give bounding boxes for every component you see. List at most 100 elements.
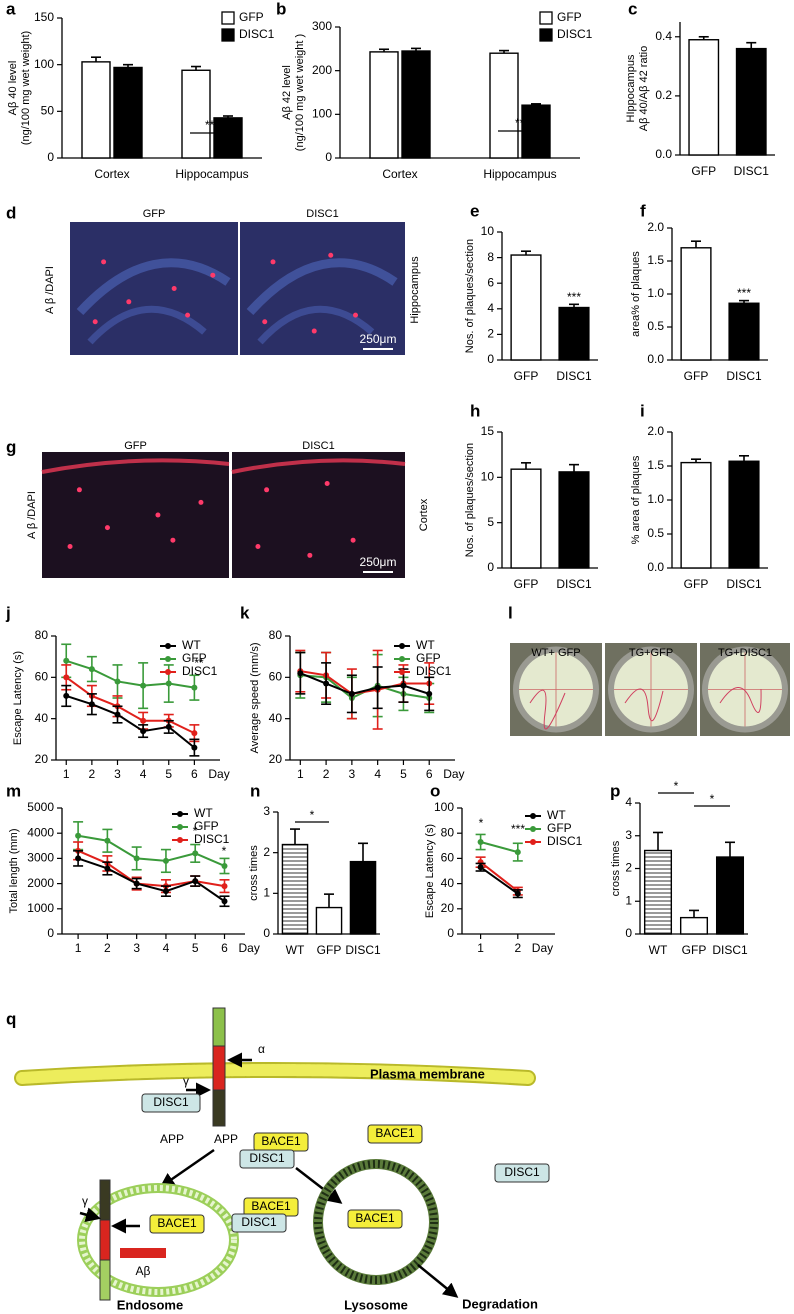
y-tick-label: 15 xyxy=(481,424,495,438)
x-tick-label: 3 xyxy=(133,941,140,955)
x-tick-label: 2 xyxy=(89,767,96,781)
legend-marker xyxy=(165,656,171,662)
y-axis-label: HIppocampus xyxy=(625,54,637,122)
y-tick-label: 50 xyxy=(41,104,55,118)
y-tick-label: 80 xyxy=(35,628,49,642)
disc1-box xyxy=(231,1213,287,1233)
x-tick-label: DISC1 xyxy=(556,369,592,383)
y-tick-label: 0.0 xyxy=(655,147,672,161)
y-tick-label: 0.0 xyxy=(647,560,664,574)
tissue-structure xyxy=(246,258,398,316)
point xyxy=(162,857,169,864)
bar xyxy=(643,849,673,935)
y-tick-label: 60 xyxy=(269,670,283,684)
significance: *** xyxy=(205,118,219,132)
panel-letter: m xyxy=(6,781,21,800)
y-tick-label: 0.4 xyxy=(655,29,672,43)
y-tick-label: 5000 xyxy=(27,800,54,814)
micrograph xyxy=(42,452,229,578)
legend-marker xyxy=(165,669,171,675)
y-tick-label: 10 xyxy=(481,470,495,484)
app-segment xyxy=(99,1179,111,1221)
legend-label: GFP xyxy=(239,10,264,24)
bar xyxy=(401,50,431,159)
bace1-box xyxy=(149,1214,205,1234)
y-tick-label: 150 xyxy=(34,10,54,24)
plaque-spot xyxy=(92,319,98,325)
disc1-box xyxy=(239,1149,295,1169)
disc1-box xyxy=(141,1093,201,1113)
tissue-edge xyxy=(41,458,230,474)
y-tick-label: 100 xyxy=(312,107,332,121)
y-tick-label: 2 xyxy=(487,327,494,341)
plaque-spot xyxy=(155,512,161,518)
gamma: γ xyxy=(82,1194,88,1208)
bar xyxy=(680,247,712,361)
legend-marker xyxy=(399,643,405,649)
bar xyxy=(349,860,377,935)
x-tick-label: GFP xyxy=(317,943,342,957)
abeta: Aβ xyxy=(136,1264,151,1278)
membrane-texture xyxy=(16,1064,534,1084)
x-tick-label: DISC1 xyxy=(734,164,770,178)
plaque-spot xyxy=(210,272,216,278)
y-tick-label: 0 xyxy=(487,560,494,574)
legend-label: DISC1 xyxy=(547,834,583,848)
x-tick-label: 5 xyxy=(400,767,407,781)
point xyxy=(221,898,228,905)
legend-label: DISC1 xyxy=(416,664,452,678)
plaque-spot xyxy=(101,259,107,265)
x-tick-label: 6 xyxy=(426,767,433,781)
disc1-box xyxy=(494,1163,550,1183)
x-tick-label: WT xyxy=(286,943,305,957)
y-tick-label: 1 xyxy=(263,886,270,900)
y-axis-label: Aβ 40/Aβ 42 ratio xyxy=(638,46,650,131)
group-label: TG+DISC1 xyxy=(718,647,772,659)
plaque-spot xyxy=(198,499,204,505)
y-axis-label: Escape Latency (s) xyxy=(424,824,436,918)
point xyxy=(192,878,199,885)
x-tick-label: 1 xyxy=(477,941,484,955)
series-line xyxy=(480,866,519,895)
y-axis-label: area% of plaques xyxy=(630,251,642,337)
swim-path xyxy=(529,689,566,730)
bar xyxy=(728,302,760,361)
y-axis-label: Nos. of plaques/section xyxy=(464,443,476,557)
x-axis-label: Day xyxy=(208,767,229,781)
y-tick-label: 8 xyxy=(487,250,494,264)
y-axis-label: Total length (mm) xyxy=(8,829,20,914)
x-tick-label: GFP xyxy=(514,369,539,383)
series-line xyxy=(300,670,430,695)
point xyxy=(477,864,484,871)
point xyxy=(88,666,95,673)
app-label: APP xyxy=(160,1132,184,1146)
x-tick-label: DISC1 xyxy=(726,369,762,383)
plaque-spot xyxy=(270,259,276,265)
significance: * xyxy=(310,808,315,822)
x-tick-label: 2 xyxy=(323,767,330,781)
legend-label: WT xyxy=(547,808,566,822)
bar xyxy=(213,117,243,159)
significance: *** xyxy=(511,822,525,836)
point xyxy=(192,850,199,857)
y-axis-label: Aβ 40 level xyxy=(7,61,19,116)
bace1: BACE1 xyxy=(251,1199,291,1213)
x-tick-label: GFP xyxy=(684,369,709,383)
point xyxy=(88,701,95,708)
legend-label: DISC1 xyxy=(194,832,230,846)
series-line xyxy=(299,672,430,695)
bace1: BACE1 xyxy=(355,1211,395,1225)
stain-label: A β /DAPI xyxy=(44,266,56,314)
x-tick-label: Cortex xyxy=(382,167,417,181)
y-axis-label: Escape Latency (s) xyxy=(12,651,24,745)
scale-bar-label: 250μm xyxy=(360,555,397,569)
plaque-spot xyxy=(307,552,313,558)
point xyxy=(162,888,169,895)
plaque-spot xyxy=(185,312,191,318)
y-tick-label: 300 xyxy=(312,19,332,33)
y-tick-label: 80 xyxy=(269,628,283,642)
stain-label: A β /DAPI xyxy=(26,491,38,539)
x-tick-label: GFP xyxy=(682,943,707,957)
legend-label: DISC1 xyxy=(239,27,275,41)
